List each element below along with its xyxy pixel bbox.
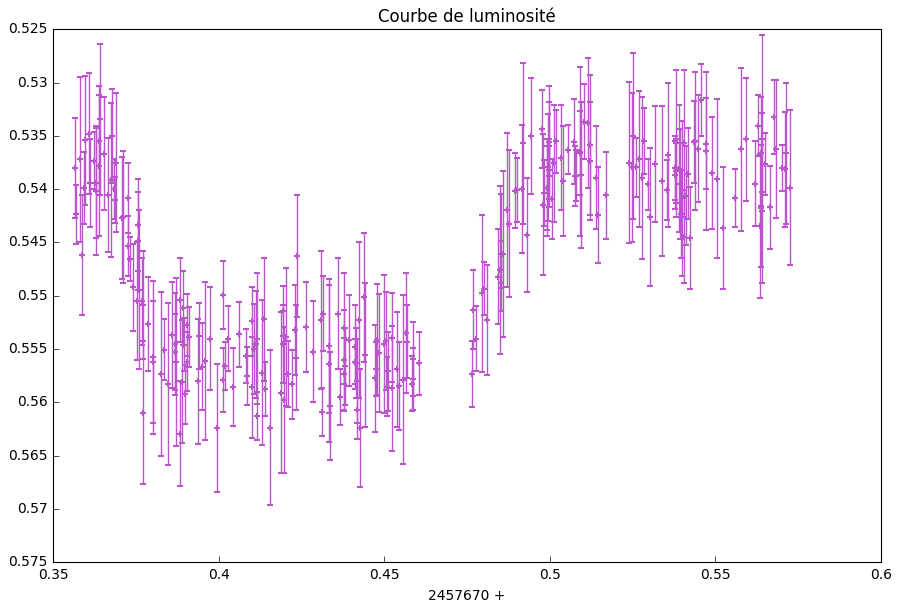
X-axis label: 2457670 +: 2457670 +: [428, 588, 506, 602]
Title: Courbe de luminosité: Courbe de luminosité: [378, 9, 556, 26]
